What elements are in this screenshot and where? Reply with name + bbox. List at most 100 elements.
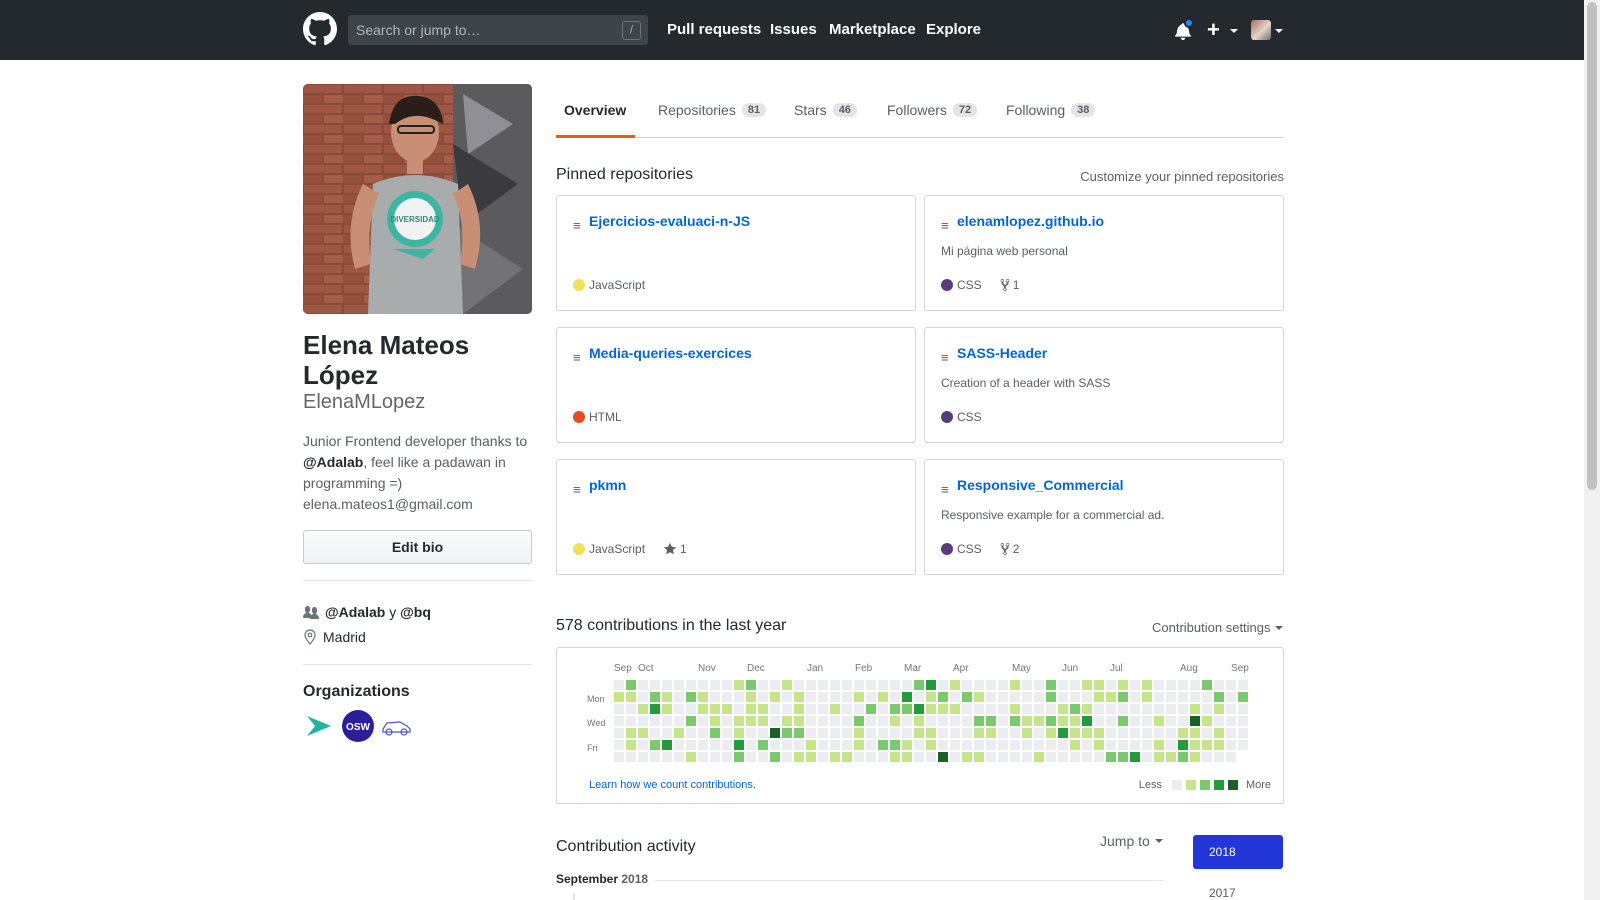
contribution-day-cell[interactable] [1022,728,1032,738]
scrollbar-thumb[interactable] [1587,2,1597,490]
contribution-day-cell[interactable] [1118,692,1128,702]
contribution-day-cell[interactable] [662,716,672,726]
contribution-day-cell[interactable] [962,752,972,762]
contribution-day-cell[interactable] [1022,716,1032,726]
repo-name-link[interactable]: SASS-Header [957,345,1048,361]
repo-name-link[interactable]: elenamlopez.github.io [957,213,1105,229]
contribution-day-cell[interactable] [1118,752,1128,762]
contribution-day-cell[interactable] [1142,728,1152,738]
contribution-day-cell[interactable] [758,752,768,762]
customize-pinned-link[interactable]: Customize your pinned repositories [1080,169,1284,184]
contribution-day-cell[interactable] [926,704,936,714]
contribution-day-cell[interactable] [638,692,648,702]
contribution-day-cell[interactable] [842,680,852,690]
contribution-day-cell[interactable] [1058,692,1068,702]
contribution-day-cell[interactable] [734,752,744,762]
contribution-day-cell[interactable] [746,692,756,702]
contribution-day-cell[interactable] [1106,752,1116,762]
nav-explore[interactable]: Explore [926,21,982,38]
contribution-day-cell[interactable] [842,716,852,726]
contribution-day-cell[interactable] [854,728,864,738]
contribution-day-cell[interactable] [1178,680,1188,690]
contribution-day-cell[interactable] [986,740,996,750]
contribution-day-cell[interactable] [1046,704,1056,714]
contribution-day-cell[interactable] [614,704,624,714]
contribution-day-cell[interactable] [674,740,684,750]
contribution-day-cell[interactable] [1022,692,1032,702]
contribution-day-cell[interactable] [1082,752,1092,762]
contribution-day-cell[interactable] [734,716,744,726]
contribution-day-cell[interactable] [1166,752,1176,762]
contribution-day-cell[interactable] [1118,680,1128,690]
contribution-day-cell[interactable] [1022,704,1032,714]
contribution-day-cell[interactable] [710,704,720,714]
contribution-day-cell[interactable] [1190,692,1200,702]
contribution-day-cell[interactable] [998,692,1008,702]
contribution-day-cell[interactable] [830,680,840,690]
contribution-day-cell[interactable] [1130,728,1140,738]
contribution-day-cell[interactable] [1058,680,1068,690]
contribution-day-cell[interactable] [734,704,744,714]
contribution-day-cell[interactable] [734,728,744,738]
nav-marketplace[interactable]: Marketplace [829,21,916,38]
contribution-day-cell[interactable] [1202,752,1212,762]
contribution-day-cell[interactable] [974,716,984,726]
contribution-day-cell[interactable] [902,740,912,750]
contribution-day-cell[interactable] [866,752,876,762]
learn-contributions-link[interactable]: Learn how we count contributions. [589,779,756,791]
contribution-day-cell[interactable] [974,728,984,738]
contribution-day-cell[interactable] [962,716,972,726]
contribution-day-cell[interactable] [890,680,900,690]
contribution-day-cell[interactable] [794,740,804,750]
contribution-day-cell[interactable] [1070,704,1080,714]
contribution-day-cell[interactable] [746,704,756,714]
contribution-day-cell[interactable] [1154,680,1164,690]
contribution-day-cell[interactable] [926,716,936,726]
contribution-day-cell[interactable] [746,740,756,750]
contribution-day-cell[interactable] [1238,716,1248,726]
contribution-day-cell[interactable] [614,692,624,702]
tab-following[interactable]: Following 38 [1006,102,1096,118]
contribution-day-cell[interactable] [1130,740,1140,750]
contribution-day-cell[interactable] [866,680,876,690]
contribution-day-cell[interactable] [698,752,708,762]
contribution-day-cell[interactable] [782,704,792,714]
search-input[interactable] [348,15,648,45]
contribution-day-cell[interactable] [638,728,648,738]
contribution-day-cell[interactable] [746,680,756,690]
contribution-day-cell[interactable] [1106,704,1116,714]
contribution-day-cell[interactable] [650,716,660,726]
contribution-day-cell[interactable] [914,728,924,738]
contribution-day-cell[interactable] [650,704,660,714]
contribution-day-cell[interactable] [1034,716,1044,726]
contribution-day-cell[interactable] [1094,704,1104,714]
contribution-day-cell[interactable] [1010,692,1020,702]
contribution-day-cell[interactable] [962,680,972,690]
user-menu-caret-icon[interactable] [1275,29,1283,33]
contribution-day-cell[interactable] [1058,716,1068,726]
contribution-day-cell[interactable] [770,716,780,726]
contribution-day-cell[interactable] [1082,716,1092,726]
contribution-day-cell[interactable] [614,752,624,762]
contribution-day-cell[interactable] [1178,716,1188,726]
contribution-day-cell[interactable] [854,740,864,750]
contribution-day-cell[interactable] [770,692,780,702]
contribution-day-cell[interactable] [638,740,648,750]
contribution-day-cell[interactable] [626,752,636,762]
contribution-day-cell[interactable] [1070,716,1080,726]
github-logo-icon[interactable] [303,12,337,46]
bio-mention-link[interactable]: @Adalab [303,454,364,470]
repo-name-link[interactable]: pkmn [589,477,627,493]
contribution-day-cell[interactable] [1190,680,1200,690]
contribution-day-cell[interactable] [1106,716,1116,726]
contribution-day-cell[interactable] [674,680,684,690]
contribution-day-cell[interactable] [1226,692,1236,702]
contribution-day-cell[interactable] [650,692,660,702]
contribution-day-cell[interactable] [1022,752,1032,762]
contribution-day-cell[interactable] [1094,728,1104,738]
repo-stars[interactable]: 1 [663,542,687,556]
contribution-day-cell[interactable] [1166,680,1176,690]
contribution-day-cell[interactable] [614,740,624,750]
contribution-day-cell[interactable] [1226,680,1236,690]
contribution-day-cell[interactable] [1190,740,1200,750]
